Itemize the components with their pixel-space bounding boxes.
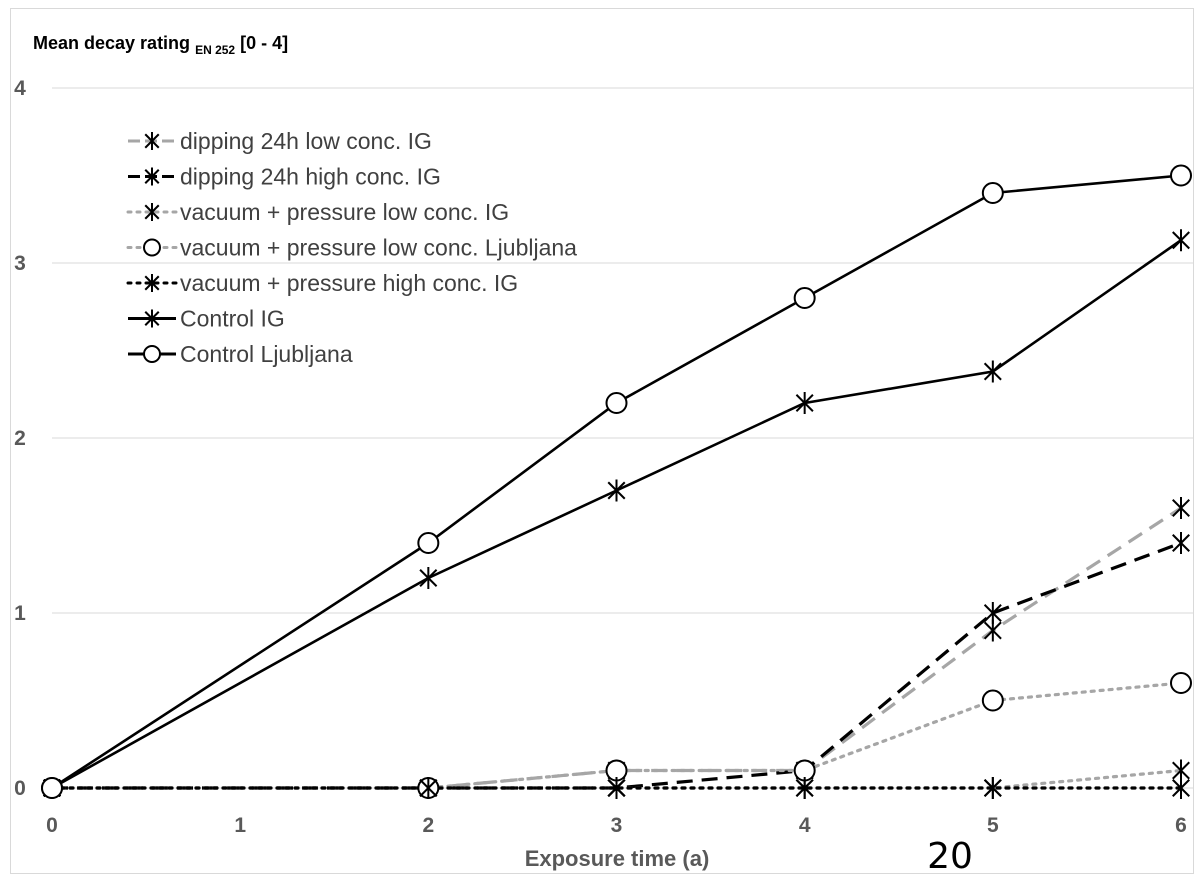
y-tick-label-0: 0 [14, 777, 26, 800]
x-tick-label-2: 2 [422, 814, 434, 837]
gridlines [52, 87, 1193, 789]
x-tick-label-1: 1 [234, 814, 246, 837]
x-axis-label: Exposure time (a) [525, 846, 710, 871]
y-tick-label-3: 3 [14, 252, 26, 275]
marker-control-ig-4 [983, 360, 1002, 383]
legend-item-control-ig: Control IG [128, 306, 285, 332]
marker-dipping-24h-low-conc-ig-5 [1172, 497, 1190, 519]
chart-frame [10, 8, 1194, 874]
legend: dipping 24h low conc. IG dipping 24h high… [126, 128, 577, 367]
y-axis-ticks: 0 1 2 3 4 [14, 77, 26, 800]
legend-marker-dipping-24h-low-conc-ig [144, 132, 160, 150]
legend-marker-vacuum-pressure-high-conc-ig [144, 274, 160, 292]
marker-control-ig-1 [419, 567, 438, 589]
marker-vacuum-pressure-high-conc-ig-2 [607, 777, 626, 799]
series-line-control-ig [51, 239, 1182, 790]
legend-item-dipping-24h-low-conc-ig: dipping 24h low conc. IG [128, 128, 432, 154]
legend-item-vacuum-pressure-low-conc-ljubljana: vacuum + pressure low conc. Ljubljana [126, 235, 577, 261]
marker-vacuum-pressure-low-conc-ljubljana-4 [981, 689, 1004, 712]
legend-item-vacuum-pressure-low-conc-ig: vacuum + pressure low conc. IG [126, 199, 509, 225]
marker-control-ig-5 [1172, 229, 1190, 252]
series-markers [41, 164, 1192, 799]
legend-marker-vacuum-pressure-low-conc-ljubljana [143, 238, 161, 257]
legend-label-control-ig: Control IG [180, 306, 285, 332]
marker-control-ljubljana-5 [1170, 164, 1192, 187]
legend-label-vacuum-pressure-low-conc-ljubljana: vacuum + pressure low conc. Ljubljana [180, 235, 577, 261]
marker-vacuum-pressure-low-conc-ljubljana-5 [1170, 672, 1192, 694]
marker-dipping-24h-high-conc-ig-4 [983, 602, 1002, 624]
legend-item-vacuum-pressure-high-conc-ig: vacuum + pressure high conc. IG [126, 270, 518, 296]
y-axis-label-range: [0 - 4] [235, 33, 288, 53]
x-tick-label-5: 5 [987, 814, 999, 837]
marker-control-ljubljana-3 [793, 287, 816, 309]
series-lines [50, 174, 1183, 790]
x-tick-label-3: 3 [611, 814, 623, 837]
marker-vacuum-pressure-high-conc-ig-3 [795, 777, 814, 799]
marker-control-ig-2 [607, 479, 626, 502]
legend-label-dipping-24h-high-conc-ig: dipping 24h high conc. IG [180, 164, 441, 190]
marker-control-ljubljana-4 [981, 182, 1004, 204]
legend-label-dipping-24h-low-conc-ig: dipping 24h low conc. IG [180, 128, 432, 154]
legend-marker-vacuum-pressure-low-conc-ig [144, 203, 160, 221]
legend-marker-control-ig [144, 309, 160, 328]
legend-marker-dipping-24h-high-conc-ig [144, 167, 160, 186]
page-number: 20 [927, 836, 973, 875]
x-axis-ticks: 0 1 2 3 4 5 6 [46, 814, 1187, 837]
marker-vacuum-pressure-high-conc-ig-5 [1172, 777, 1190, 799]
y-axis-label-subscript: EN 252 [195, 43, 235, 57]
marker-dipping-24h-high-conc-ig-5 [1172, 532, 1190, 554]
y-tick-label-2: 2 [14, 427, 26, 450]
series-line-dipping-24h-low-conc-ig [52, 506, 1182, 790]
marker-control-ljubljana-1 [417, 532, 440, 554]
y-axis-label: Mean decay rating EN 252 [0 - 4] [33, 33, 288, 57]
marker-vacuum-pressure-high-conc-ig-1 [419, 777, 438, 799]
marker-control-ljubljana-2 [605, 392, 628, 414]
series-line-dipping-24h-high-conc-ig [52, 541, 1182, 790]
x-tick-label-4: 4 [799, 814, 811, 837]
marker-control-ljubljana-0 [41, 777, 63, 799]
x-tick-label-0: 0 [46, 814, 58, 837]
legend-label-control-ljubljana: Control Ljubljana [180, 341, 353, 367]
y-tick-label-1: 1 [14, 602, 26, 625]
marker-vacuum-pressure-high-conc-ig-4 [983, 777, 1002, 799]
legend-item-dipping-24h-high-conc-ig: dipping 24h high conc. IG [128, 164, 441, 190]
series-line-control-ljubljana [51, 174, 1182, 790]
legend-label-vacuum-pressure-high-conc-ig: vacuum + pressure high conc. IG [180, 270, 518, 296]
marker-control-ig-3 [795, 392, 814, 414]
x-tick-label-6: 6 [1175, 814, 1187, 837]
legend-item-control-ljubljana: Control Ljubljana [128, 341, 353, 367]
y-tick-label-4: 4 [14, 77, 26, 100]
y-axis-label-main: Mean decay rating [33, 33, 195, 53]
legend-label-vacuum-pressure-low-conc-ig: vacuum + pressure low conc. IG [180, 199, 509, 225]
legend-marker-control-ljubljana [143, 345, 161, 363]
